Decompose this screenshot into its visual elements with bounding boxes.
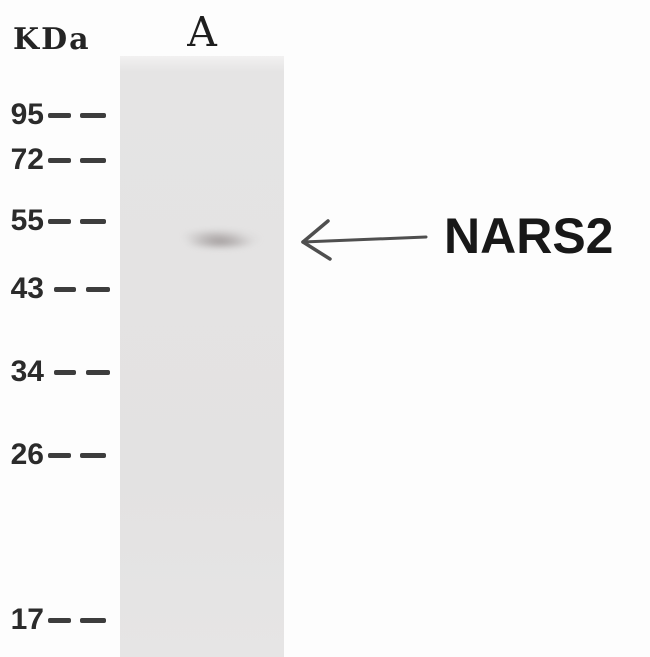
marker-dash <box>80 113 106 118</box>
mw-marker-value: 34 <box>10 355 44 388</box>
protein-band-nars2 <box>170 218 270 260</box>
mw-marker-value: 17 <box>10 603 44 636</box>
mw-marker-value: 55 <box>10 204 44 237</box>
band-pointer-arrow-icon <box>301 219 428 261</box>
mw-marker-34: 34 <box>8 355 118 389</box>
mw-marker-value: 43 <box>10 272 44 305</box>
mw-marker-value: 72 <box>10 143 44 176</box>
mw-marker-26: 26 <box>8 438 118 472</box>
marker-dash <box>48 158 71 163</box>
mw-marker-43: 43 <box>8 272 118 306</box>
marker-dash <box>86 287 110 292</box>
marker-dash <box>86 370 110 375</box>
mw-marker-value: 95 <box>10 98 44 131</box>
mw-marker-17: 17 <box>8 603 118 637</box>
mw-marker-value: 26 <box>10 438 44 471</box>
mw-marker-72: 72 <box>8 143 118 177</box>
marker-dash <box>48 453 71 458</box>
lane-label-a: A <box>187 8 217 56</box>
marker-dash <box>80 618 106 623</box>
target-protein-label: NARS2 <box>444 208 614 264</box>
marker-dash <box>80 219 106 224</box>
kda-unit-label: KDa <box>13 22 91 57</box>
marker-dash <box>80 453 106 458</box>
marker-dash <box>54 370 76 375</box>
marker-dash <box>80 158 106 163</box>
marker-dash <box>48 618 71 623</box>
mw-marker-95: 95 <box>8 98 118 132</box>
marker-dash <box>54 287 76 292</box>
mw-marker-55: 55 <box>8 204 118 238</box>
gel-lane-a <box>120 56 284 657</box>
marker-dash <box>48 219 71 224</box>
marker-dash <box>48 113 71 118</box>
